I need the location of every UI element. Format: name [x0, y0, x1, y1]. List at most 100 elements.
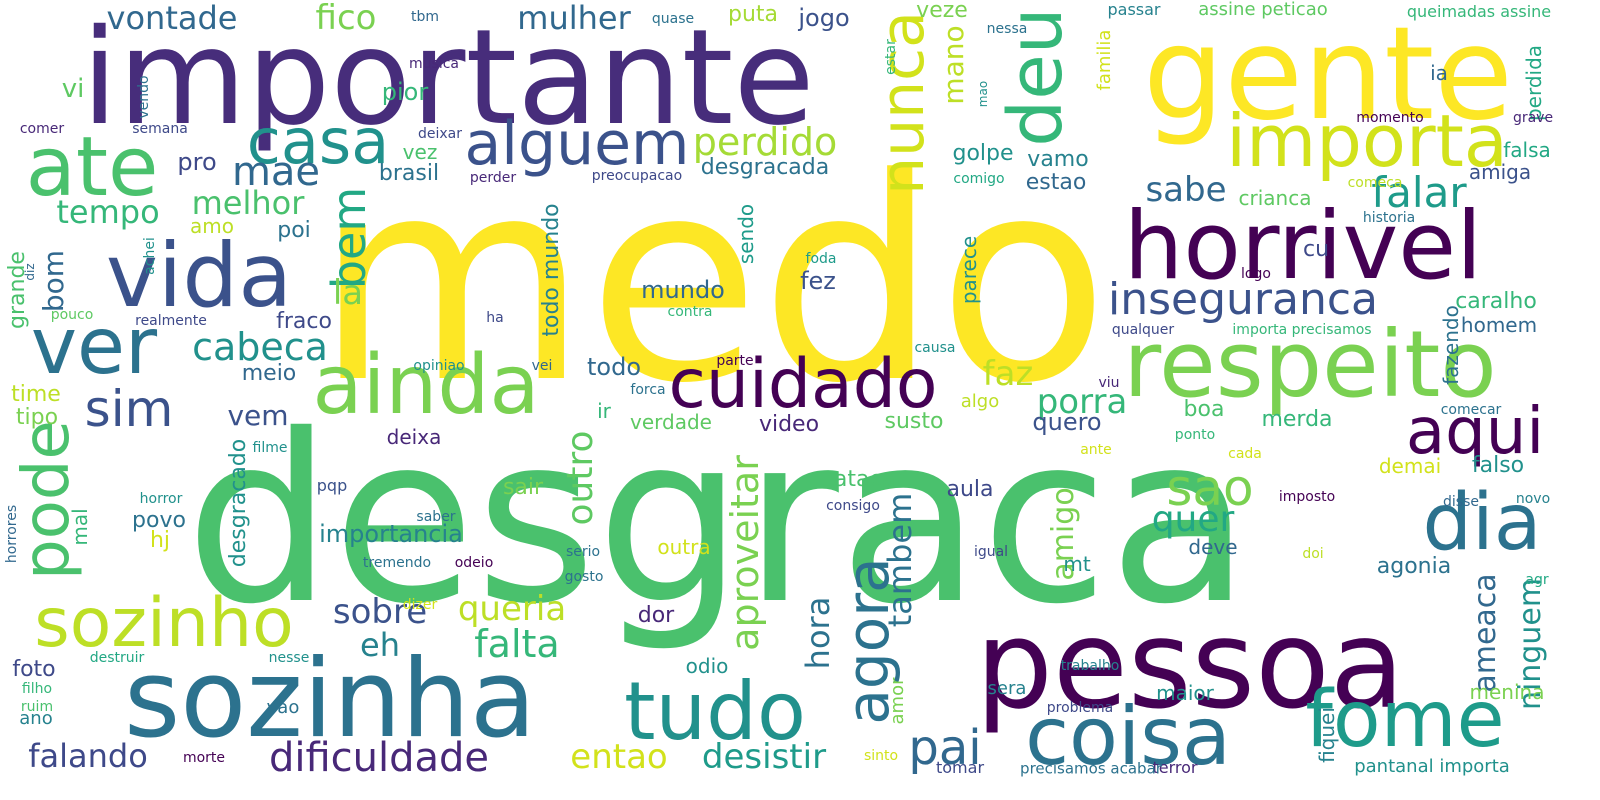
cloud-word: pantanal importa — [1354, 756, 1510, 777]
cloud-word: ameaca — [1468, 573, 1503, 693]
cloud-word: parece — [957, 235, 981, 305]
cloud-word: time — [11, 382, 61, 407]
cloud-word: odeio — [454, 555, 494, 571]
cloud-word: tempo — [56, 193, 160, 231]
cloud-word: comigo — [953, 171, 1005, 187]
cloud-word: passar — [1107, 0, 1161, 19]
cloud-word: pro — [177, 148, 217, 176]
cloud-word: mao — [976, 80, 990, 108]
cloud-word: maior — [1156, 681, 1214, 705]
cloud-word: video — [758, 412, 820, 437]
cloud-word: consigo — [826, 498, 880, 514]
cloud-word: deixa — [386, 425, 442, 449]
cloud-word: cu — [1302, 237, 1330, 262]
cloud-word: tudo — [624, 665, 806, 758]
cloud-word: historia — [1362, 210, 1416, 226]
cloud-word: mae — [231, 149, 321, 195]
cloud-word: problema — [1046, 700, 1114, 716]
cloud-word: dor — [637, 603, 675, 628]
cloud-word: susto — [884, 409, 944, 434]
cloud-word: imposto — [1278, 489, 1336, 505]
cloud-word: faz — [982, 354, 1034, 394]
cloud-word: puta — [727, 2, 779, 27]
cloud-word: deixar — [417, 126, 463, 142]
cloud-word: meio — [241, 361, 297, 386]
cloud-word: agr — [1525, 572, 1549, 588]
cloud-word: outro — [560, 430, 601, 526]
cloud-word: contra — [667, 304, 713, 320]
cloud-word: eh — [360, 626, 400, 664]
cloud-word: caralho — [1455, 289, 1537, 314]
cloud-word: fiquei — [1315, 707, 1339, 763]
cloud-word: importa precisamos — [1232, 322, 1372, 338]
cloud-word: familia — [1094, 29, 1115, 91]
cloud-word: desgracada — [700, 155, 830, 180]
cloud-word: cuidado — [668, 345, 938, 424]
cloud-word: agonia — [1376, 554, 1452, 579]
cloud-word: hora — [799, 596, 837, 670]
cloud-word: nessa — [986, 21, 1028, 37]
cloud-word: vontade — [106, 0, 238, 37]
cloud-word: coisa — [1025, 690, 1231, 783]
cloud-word: falso — [1471, 453, 1525, 478]
cloud-word: veze — [916, 0, 968, 23]
cloud-word: ponto — [1174, 427, 1216, 443]
cloud-word: falta — [474, 622, 560, 666]
cloud-word: destruir — [89, 650, 145, 666]
cloud-word: horror — [139, 491, 183, 507]
cloud-word: entao — [570, 737, 668, 777]
cloud-word: diz — [23, 263, 37, 281]
cloud-word: gosto — [564, 569, 604, 585]
cloud-word: quase — [651, 11, 695, 27]
cloud-word: aqui — [1405, 395, 1545, 469]
cloud-word: fome — [1305, 675, 1505, 765]
cloud-word: doi — [1302, 546, 1324, 562]
cloud-word: sim — [84, 380, 174, 438]
cloud-word: pior — [381, 78, 429, 106]
cloud-word: ha — [486, 310, 504, 326]
cloud-word: cabeca — [192, 325, 328, 369]
cloud-word: fraco — [276, 309, 332, 334]
cloud-word: tbm — [410, 9, 440, 25]
cloud-word: pode — [10, 420, 84, 580]
cloud-word: vida — [105, 224, 293, 327]
cloud-word: tipo — [15, 405, 59, 430]
cloud-word: foto — [12, 657, 56, 682]
cloud-word: desgraca — [185, 385, 1251, 655]
cloud-word: sabe — [1145, 170, 1227, 210]
cloud-word: vi — [61, 74, 85, 104]
cloud-word: gente — [1142, 0, 1514, 149]
cloud-word: boa — [1183, 397, 1225, 422]
cloud-word: nesse — [268, 650, 310, 666]
cloud-word: atacar — [833, 467, 905, 492]
cloud-word: melhor — [191, 184, 305, 222]
cloud-word: vem — [227, 399, 289, 432]
cloud-word: sozinha — [123, 637, 537, 762]
cloud-word: algo — [960, 391, 1000, 412]
cloud-word: ver — [30, 302, 158, 392]
cloud-word: assine peticao — [1198, 0, 1328, 20]
cloud-word: menina — [1469, 680, 1545, 704]
cloud-word: queimadas assine — [1406, 2, 1552, 21]
cloud-word: amiga — [1468, 160, 1532, 184]
cloud-word: golpe — [952, 141, 1014, 166]
cloud-word: filme — [252, 440, 288, 456]
cloud-word: merda — [1261, 407, 1333, 432]
cloud-word: semana — [132, 121, 188, 137]
cloud-word: viu — [1098, 375, 1120, 391]
cloud-word: logo — [1241, 266, 1271, 282]
cloud-word: tremendo — [362, 555, 432, 571]
cloud-word: bom — [37, 249, 70, 313]
cloud-word: vendo — [136, 75, 152, 119]
cloud-word: opiniao — [413, 358, 465, 374]
cloud-word: quer — [1151, 499, 1235, 540]
cloud-word: trabalho — [1060, 658, 1120, 674]
cloud-word: parte — [716, 353, 754, 369]
cloud-word: filho — [21, 681, 53, 697]
cloud-word: pessoa — [975, 594, 1405, 736]
cloud-word: poi — [277, 218, 311, 243]
cloud-word: grave — [1512, 110, 1554, 126]
cloud-word: sendo — [734, 203, 758, 265]
cloud-word: aula — [946, 477, 994, 502]
cloud-word: pqp — [316, 476, 348, 495]
